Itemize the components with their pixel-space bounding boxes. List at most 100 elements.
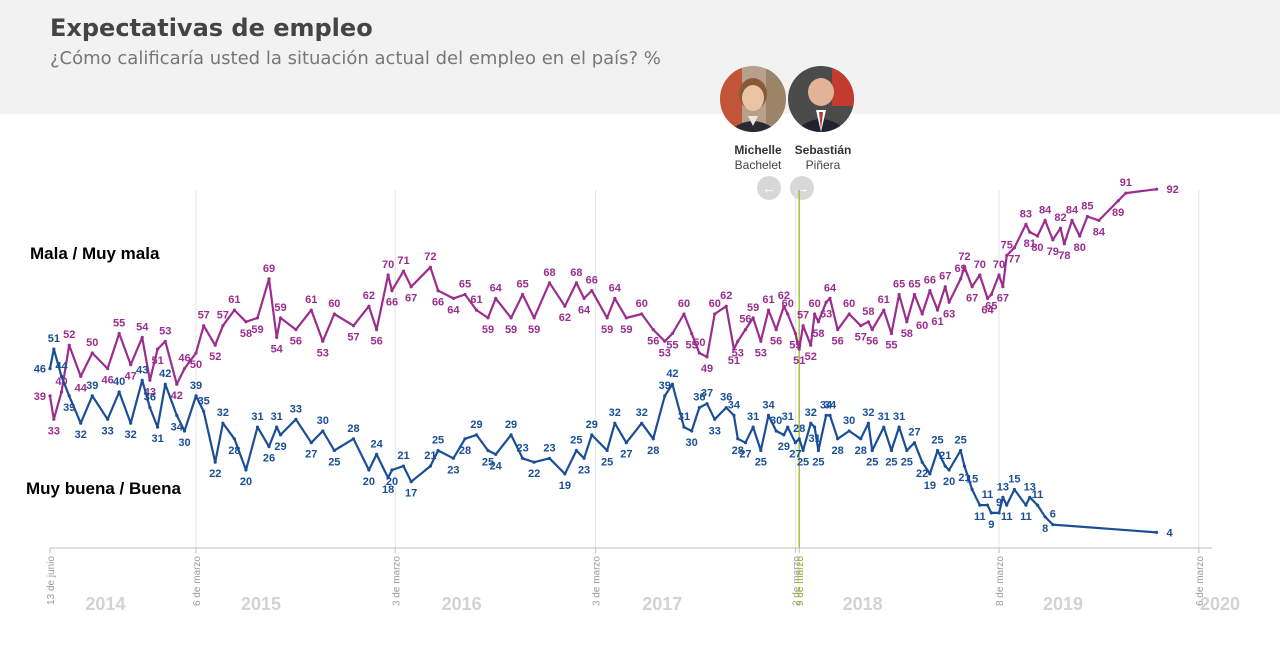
data-label: 59	[747, 302, 759, 314]
data-point	[148, 378, 152, 382]
data-point	[882, 425, 886, 429]
data-point	[1062, 242, 1066, 246]
data-point	[697, 351, 701, 355]
data-label: 20	[363, 476, 375, 488]
data-label: 66	[924, 275, 936, 287]
data-point	[1012, 487, 1016, 492]
data-point	[67, 394, 71, 398]
data-point	[782, 433, 786, 437]
data-point	[1154, 530, 1159, 535]
data-point	[244, 468, 248, 472]
data-point	[294, 417, 298, 421]
year-label: 2020	[1200, 594, 1240, 614]
data-point	[590, 289, 594, 293]
data-label: 60	[328, 298, 340, 310]
data-label: 64	[609, 282, 622, 294]
data-label: 42	[171, 390, 183, 402]
data-point	[912, 441, 917, 445]
data-label: 39	[190, 380, 202, 392]
bachelet-avatar[interactable]	[720, 66, 786, 132]
data-label: 64	[981, 304, 994, 316]
data-label: 60	[916, 320, 928, 332]
data-label: 9	[988, 519, 994, 531]
data-label: 28	[347, 423, 359, 435]
data-label: 13	[1024, 481, 1036, 493]
data-point	[194, 394, 198, 398]
data-point	[989, 292, 993, 297]
data-point	[682, 312, 686, 316]
data-point	[801, 324, 805, 328]
data-point	[232, 437, 237, 441]
data-label: 67	[966, 293, 978, 305]
data-point	[751, 425, 755, 429]
data-label: 70	[974, 259, 986, 271]
data-label: 92	[1167, 184, 1179, 196]
data-point	[670, 331, 675, 336]
data-point	[267, 277, 271, 281]
data-label: 59	[505, 324, 517, 336]
data-label: 28	[855, 445, 867, 457]
data-label: 63	[820, 308, 832, 320]
data-point	[374, 328, 379, 332]
data-point	[255, 316, 260, 320]
data-point	[970, 487, 974, 492]
data-label: 59	[482, 324, 494, 336]
data-point	[390, 468, 394, 472]
data-label: 11	[1001, 511, 1013, 523]
data-label: 39	[86, 380, 98, 392]
data-label: 55	[666, 340, 678, 352]
year-label: 2016	[442, 594, 482, 614]
data-point	[374, 452, 379, 456]
data-point	[1001, 495, 1005, 499]
data-label: 32	[609, 407, 621, 419]
x-date-label: 2 de marzo	[791, 556, 802, 606]
data-point	[624, 441, 628, 445]
data-point	[117, 331, 121, 336]
data-point	[547, 456, 552, 460]
data-point	[793, 331, 797, 336]
data-point	[870, 328, 874, 332]
data-label: 11	[1020, 511, 1032, 523]
data-point	[582, 456, 586, 460]
data-label: 31	[747, 411, 759, 423]
data-point	[367, 468, 371, 472]
data-label: 78	[1058, 250, 1070, 262]
data-label: 25	[755, 457, 767, 469]
pinera-avatar[interactable]	[788, 66, 854, 132]
data-point	[532, 460, 536, 464]
data-point	[705, 402, 709, 406]
data-point	[409, 285, 413, 289]
data-label: 59	[620, 324, 632, 336]
data-point	[705, 355, 709, 359]
data-label: 44	[55, 360, 68, 372]
data-point	[859, 437, 863, 441]
pinera-last-name: Piñera	[805, 158, 841, 172]
data-point	[1043, 515, 1047, 519]
data-label: 33	[48, 425, 60, 437]
data-label: 32	[75, 429, 87, 441]
data-label: 4	[1167, 527, 1174, 539]
data-point	[978, 503, 982, 507]
data-label: 60	[782, 298, 794, 310]
data-label: 55	[113, 318, 125, 330]
data-label: 22	[916, 468, 928, 480]
data-point	[332, 312, 336, 316]
series-label-mala: Mala / Muy mala	[30, 244, 160, 263]
prev-arrow-button[interactable]: ←	[757, 176, 781, 200]
data-label: 25	[601, 457, 613, 469]
data-point	[52, 417, 56, 421]
data-label: 66	[432, 297, 444, 309]
data-point	[816, 448, 821, 453]
data-label: 15	[1008, 474, 1020, 486]
data-point	[563, 472, 567, 476]
data-point	[474, 308, 479, 312]
data-label: 34	[728, 399, 741, 411]
next-arrow-button[interactable]: →	[790, 176, 814, 200]
data-label: 53	[732, 347, 744, 359]
data-point	[690, 429, 694, 433]
data-point	[90, 351, 94, 355]
data-label: 26	[263, 453, 275, 465]
data-label: 25	[812, 457, 824, 469]
data-label: 67	[997, 293, 1009, 305]
data-point	[1051, 523, 1055, 527]
